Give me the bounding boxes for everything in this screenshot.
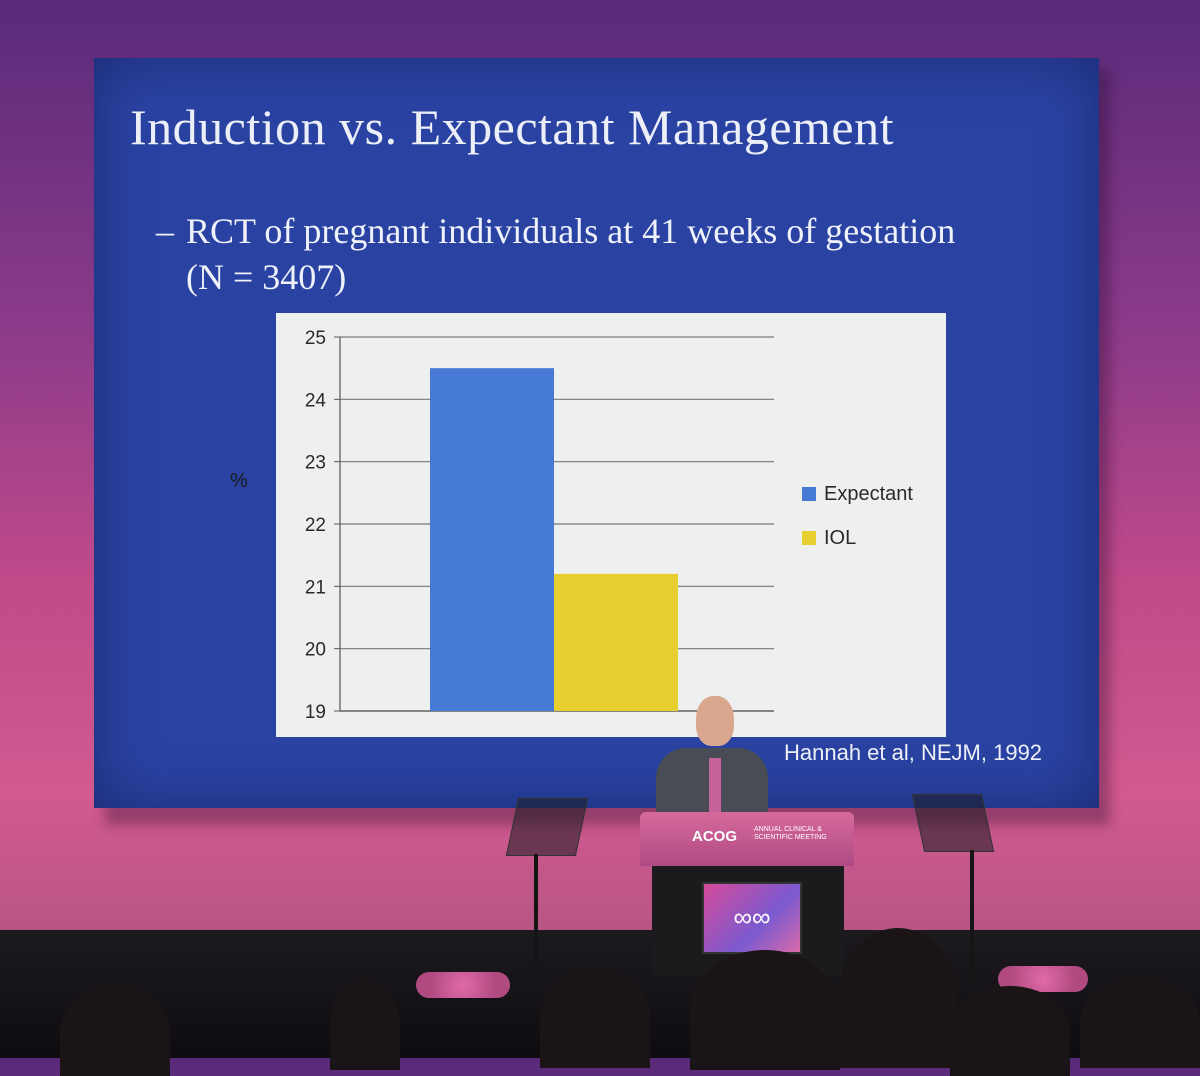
- y-axis-label: %: [230, 470, 248, 492]
- legend-label: IOL: [824, 527, 856, 549]
- audience-head: [690, 950, 840, 1070]
- teleprompter-right-stand: [970, 850, 974, 984]
- audience-head: [950, 986, 1070, 1076]
- legend-label: Expectant: [824, 483, 913, 505]
- projection-screen: Induction vs. Expectant Management – RCT…: [94, 58, 1099, 808]
- podium-subtitle: ANNUAL CLINICAL & SCIENTIFIC MEETING: [754, 826, 827, 841]
- audience-head: [330, 980, 400, 1070]
- slide-bullet: – RCT of pregnant individuals at 41 week…: [156, 208, 976, 300]
- citation: Hannah et al, NEJM, 1992: [784, 740, 1043, 765]
- podium-brand: ACOG: [692, 828, 737, 845]
- audience-head: [1080, 978, 1200, 1068]
- y-tick-label: 21: [305, 577, 326, 598]
- y-tick-label: 22: [305, 515, 326, 536]
- bullet-dash: –: [156, 211, 174, 251]
- y-tick-label: 19: [305, 702, 326, 723]
- audience-head: [60, 986, 170, 1076]
- bar-iol: [554, 573, 678, 711]
- legend-swatch: [802, 531, 816, 545]
- teleprompter-left: [505, 798, 589, 856]
- bar-chart-panel: 19 20 21 22 23 24 25 Expectant IOL: [276, 313, 946, 737]
- speaker-head: [696, 696, 734, 746]
- slide-title: Induction vs. Expectant Management: [130, 99, 894, 155]
- podium-top: [640, 812, 854, 866]
- y-tick-label: 24: [305, 390, 327, 411]
- audience-head: [540, 968, 650, 1068]
- bullet-text: RCT of pregnant individuals at 41 weeks …: [186, 211, 956, 297]
- podium-logo-screen: ∞∞: [702, 882, 802, 954]
- audience-head: [838, 928, 958, 1068]
- speaker-tie: [709, 758, 721, 812]
- bar-expectant: [430, 368, 554, 711]
- teleprompter-right: [911, 794, 995, 852]
- teleprompter-left-stand: [534, 854, 538, 984]
- legend-swatch: [802, 487, 816, 501]
- flowers-left: [416, 972, 510, 998]
- bar-chart: 19 20 21 22 23 24 25 Expectant IOL: [305, 328, 914, 723]
- y-tick-label: 25: [305, 328, 326, 349]
- y-tick-label: 23: [305, 453, 326, 474]
- y-tick-label: 20: [305, 640, 326, 661]
